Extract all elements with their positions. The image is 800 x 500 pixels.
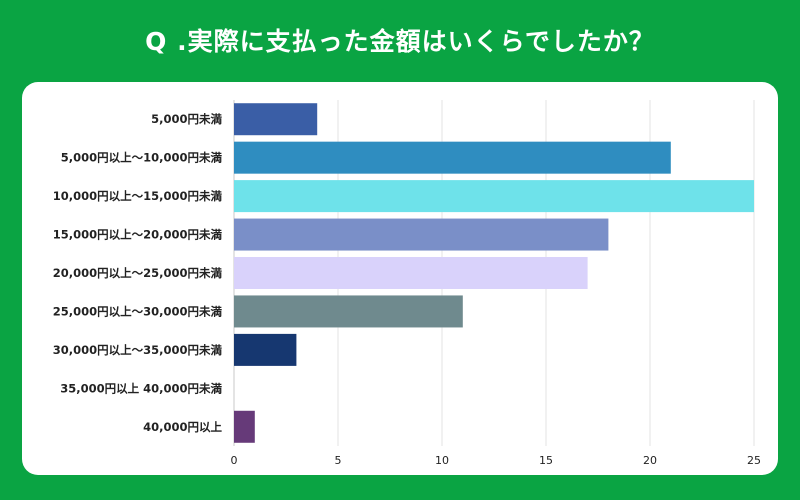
x-tick-label-0: 0 (231, 454, 238, 467)
category-label: 30,000円以上〜35,000円未満 (53, 343, 223, 357)
bar (234, 295, 463, 328)
category-label: 15,000円以上〜20,000円未満 (53, 228, 223, 242)
bar (234, 410, 255, 443)
bar (234, 103, 318, 136)
x-tick-label-10: 10 (435, 454, 449, 467)
bar (234, 141, 671, 174)
x-tick-label-20: 20 (643, 454, 657, 467)
category-label: 5,000円未満 (151, 112, 222, 126)
category-label: 5,000円以上〜10,000円未満 (61, 151, 223, 165)
bar (234, 333, 297, 366)
chart-title: Q .実際に支払った金額はいくらでしたか？ (145, 27, 655, 56)
category-label: 40,000円以上 (143, 420, 222, 434)
x-tick-label-15: 15 (539, 454, 553, 467)
category-label: 25,000円以上〜30,000円未満 (53, 304, 223, 318)
bar (234, 257, 588, 289)
category-label: 10,000円以上〜15,000円未満 (53, 189, 223, 203)
bar (234, 218, 609, 251)
x-tick-label-5: 5 (335, 454, 342, 467)
category-label: 35,000円以上 40,000円未満 (60, 381, 222, 395)
x-tick-label-25: 25 (747, 454, 761, 467)
bar (234, 180, 754, 213)
category-label: 20,000円以上〜25,000円未満 (53, 266, 223, 280)
